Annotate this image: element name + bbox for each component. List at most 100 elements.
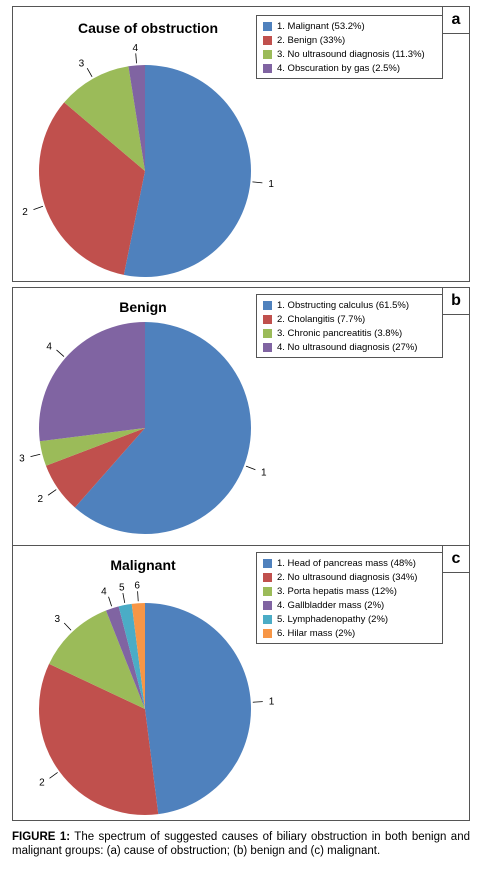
legend-swatch bbox=[263, 342, 272, 352]
legend-item: 3. No ultrasound diagnosis (11.3%) bbox=[263, 47, 436, 61]
legend-label: 3. Porta hepatis mass (12%) bbox=[277, 585, 397, 597]
leader-line bbox=[245, 465, 256, 471]
legend-item: 2. No ultrasound diagnosis (34%) bbox=[263, 570, 436, 584]
legend-label: 3. Chronic pancreatitis (3.8%) bbox=[277, 327, 403, 339]
pie-chart: 1 2 3 4 bbox=[22, 43, 274, 277]
slice-label: 4 bbox=[101, 587, 107, 598]
legend-item: 1. Obstructing calculus (61.5%) bbox=[263, 298, 436, 312]
legend-item: 2. Cholangitis (7.7%) bbox=[263, 312, 436, 326]
pie-slice bbox=[105, 606, 145, 709]
slice-label: 1 bbox=[269, 697, 275, 708]
leader-line bbox=[47, 489, 57, 496]
pie-slice bbox=[131, 603, 145, 709]
leader-line bbox=[252, 701, 263, 703]
legend-swatch bbox=[263, 614, 272, 624]
panel-letter: a bbox=[442, 6, 470, 34]
leader-line bbox=[108, 596, 113, 607]
pie-slice bbox=[39, 663, 159, 815]
leader-line bbox=[56, 349, 65, 357]
leader-line bbox=[63, 622, 72, 631]
pie-slice bbox=[49, 610, 145, 709]
slice-label: 4 bbox=[46, 341, 52, 352]
pie-slice bbox=[145, 603, 251, 815]
legend-swatch bbox=[263, 572, 272, 582]
slice-label: 3 bbox=[19, 454, 25, 465]
legend-label: 2. No ultrasound diagnosis (34%) bbox=[277, 571, 418, 583]
panel-letter: c bbox=[442, 545, 470, 573]
slice-label: 3 bbox=[55, 614, 61, 625]
legend-label: 3. No ultrasound diagnosis (11.3%) bbox=[277, 48, 425, 60]
legend-label: 4. Gallbladder mass (2%) bbox=[277, 599, 385, 611]
slice-label: 3 bbox=[79, 58, 85, 69]
legend-item: 4. Obscuration by gas (2.5%) bbox=[263, 61, 436, 75]
chart-panel-a: Cause of obstruction a 1. Malignant (53.… bbox=[12, 6, 470, 282]
legend-swatch bbox=[263, 586, 272, 596]
leader-line bbox=[86, 67, 93, 78]
legend-item: 1. Head of pancreas mass (48%) bbox=[263, 556, 436, 570]
slice-label: 2 bbox=[22, 207, 28, 218]
chart-title: Benign bbox=[119, 299, 167, 315]
caption-label: FIGURE 1: bbox=[12, 831, 71, 843]
pie-slice bbox=[39, 322, 145, 442]
legend-item: 6. Hilar mass (2%) bbox=[263, 626, 436, 640]
legend-label: 1. Obstructing calculus (61.5%) bbox=[277, 299, 410, 311]
legend-swatch bbox=[263, 35, 272, 45]
pie-chart: 1 2 3 4 5 6 bbox=[39, 581, 275, 815]
legend-swatch bbox=[263, 21, 272, 31]
legend-item: 5. Lymphadenopathy (2%) bbox=[263, 612, 436, 626]
legend: 1. Malignant (53.2%) 2. Benign (33%) 3. … bbox=[256, 15, 443, 79]
legend-label: 2. Cholangitis (7.7%) bbox=[277, 313, 366, 325]
legend-swatch bbox=[263, 49, 272, 59]
legend-label: 1. Malignant (53.2%) bbox=[277, 20, 365, 32]
leader-line bbox=[33, 205, 44, 210]
leader-line bbox=[252, 181, 263, 184]
legend: 1. Head of pancreas mass (48%) 2. No ult… bbox=[256, 552, 443, 644]
pie-slice bbox=[128, 65, 145, 171]
slice-label: 6 bbox=[134, 581, 140, 592]
slice-label: 1 bbox=[261, 467, 267, 478]
chart-title: Malignant bbox=[110, 557, 176, 573]
legend-swatch bbox=[263, 300, 272, 310]
pie-slice bbox=[74, 322, 251, 534]
slice-label: 5 bbox=[119, 583, 125, 594]
figure-caption: FIGURE 1: The spectrum of suggested caus… bbox=[12, 830, 470, 858]
leader-line bbox=[135, 53, 137, 64]
legend-swatch bbox=[263, 63, 272, 73]
chart-panel-c: Malignant c 1. Head of pancreas mass (48… bbox=[12, 545, 470, 821]
caption-text: The spectrum of suggested causes of bili… bbox=[12, 831, 470, 857]
leader-line bbox=[122, 593, 126, 603]
legend-item: 2. Benign (33%) bbox=[263, 33, 436, 47]
legend-item: 3. Chronic pancreatitis (3.8%) bbox=[263, 326, 436, 340]
leader-line bbox=[30, 453, 41, 458]
leader-line bbox=[49, 772, 58, 779]
pie-chart: 1 2 3 4 bbox=[19, 322, 267, 534]
leader-line bbox=[137, 591, 139, 602]
legend-label: 4. No ultrasound diagnosis (27%) bbox=[277, 341, 418, 353]
slice-label: 4 bbox=[132, 43, 138, 54]
legend-swatch bbox=[263, 558, 272, 568]
legend-label: 1. Head of pancreas mass (48%) bbox=[277, 557, 416, 569]
legend-label: 5. Lymphadenopathy (2%) bbox=[277, 613, 389, 625]
legend-swatch bbox=[263, 600, 272, 610]
pie-slice bbox=[64, 66, 145, 171]
chart-title: Cause of obstruction bbox=[77, 20, 218, 36]
legend-item: 4. Gallbladder mass (2%) bbox=[263, 598, 436, 612]
pie-slice bbox=[123, 65, 252, 277]
legend-item: 4. No ultrasound diagnosis (27%) bbox=[263, 340, 436, 354]
legend-item: 3. Porta hepatis mass (12%) bbox=[263, 584, 436, 598]
slice-label: 2 bbox=[39, 777, 45, 788]
chart-panel-b: Benign b 1. Obstructing calculus (61.5%)… bbox=[12, 287, 470, 563]
legend-item: 1. Malignant (53.2%) bbox=[263, 19, 436, 33]
legend: 1. Obstructing calculus (61.5%) 2. Chola… bbox=[256, 294, 443, 358]
slice-label: 1 bbox=[268, 179, 274, 190]
legend-swatch bbox=[263, 328, 272, 338]
slice-label: 2 bbox=[38, 494, 44, 505]
legend-swatch bbox=[263, 314, 272, 324]
legend-label: 6. Hilar mass (2%) bbox=[277, 627, 356, 639]
legend-label: 2. Benign (33%) bbox=[277, 34, 346, 46]
pie-slice bbox=[38, 102, 145, 275]
pie-slice bbox=[45, 428, 145, 508]
pie-slice bbox=[39, 428, 145, 466]
pie-slice bbox=[118, 603, 145, 709]
legend-swatch bbox=[263, 628, 272, 638]
